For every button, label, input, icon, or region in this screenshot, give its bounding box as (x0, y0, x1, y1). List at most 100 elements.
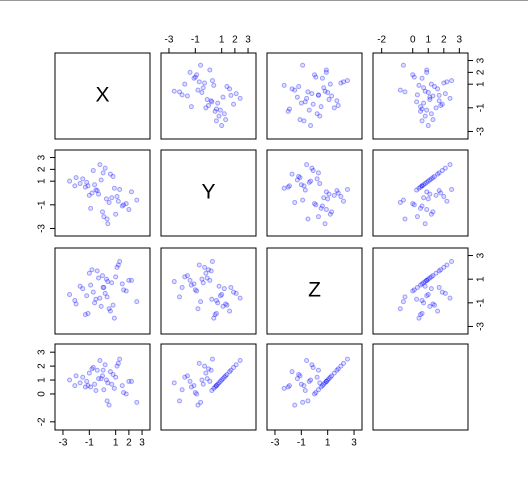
point (424, 189, 430, 195)
y-tick-label: 0 (37, 391, 48, 397)
point (317, 113, 323, 119)
point (92, 381, 98, 387)
point (292, 199, 298, 205)
point (321, 85, 327, 91)
point (315, 387, 321, 393)
point (335, 190, 341, 196)
point (203, 270, 209, 276)
point (304, 162, 310, 168)
point (105, 380, 111, 386)
y-tick-label: -1 (37, 200, 48, 209)
point (322, 380, 328, 386)
x-tick-label: -1 (85, 438, 94, 449)
point (422, 88, 428, 94)
point (237, 95, 243, 101)
point (334, 367, 340, 373)
point (325, 89, 331, 95)
diagonal-label: Y (201, 181, 215, 204)
point (223, 117, 229, 123)
panel (266, 52, 363, 140)
point (171, 279, 177, 285)
point (424, 293, 430, 299)
point (98, 177, 104, 183)
point (228, 92, 234, 98)
point (233, 290, 239, 296)
point (188, 282, 194, 288)
x-tick-label: 3 (351, 438, 357, 449)
point (444, 198, 450, 204)
point (323, 69, 329, 75)
point (224, 371, 230, 377)
point (338, 363, 344, 369)
point (212, 384, 218, 390)
point (323, 67, 329, 73)
point (211, 82, 217, 88)
point (334, 188, 340, 194)
point (344, 78, 350, 84)
point (220, 303, 226, 309)
point (196, 360, 202, 366)
point (102, 362, 108, 368)
point (421, 300, 427, 306)
y-tick-label: 2 (37, 363, 48, 369)
point (86, 270, 92, 276)
y-tick-label: 3 (37, 349, 48, 355)
point (310, 365, 316, 370)
y-tick-label: 1 (37, 377, 48, 383)
point (418, 312, 423, 318)
point (438, 102, 444, 108)
point (322, 221, 328, 227)
point (428, 81, 434, 87)
point (231, 289, 237, 295)
point (104, 216, 110, 222)
point (97, 358, 103, 364)
point (101, 387, 107, 393)
point (195, 87, 201, 93)
point (309, 362, 315, 368)
point (428, 111, 434, 117)
point (216, 283, 222, 289)
point (233, 91, 239, 97)
point (327, 211, 333, 217)
point (107, 171, 113, 177)
point (292, 87, 298, 93)
point (100, 209, 105, 215)
point (117, 356, 123, 362)
x-tick-label: -3 (271, 438, 280, 449)
point (86, 192, 92, 198)
point (123, 391, 129, 397)
panel (372, 149, 469, 237)
point (114, 194, 120, 200)
point (115, 262, 121, 268)
point (221, 286, 227, 292)
point (444, 79, 450, 85)
point (344, 356, 350, 362)
point (433, 270, 439, 276)
point (341, 79, 346, 85)
point (97, 162, 103, 168)
point (424, 67, 430, 73)
point (310, 101, 316, 107)
point (436, 170, 442, 176)
point (119, 383, 125, 389)
point (313, 202, 319, 208)
point (203, 370, 209, 376)
point (428, 274, 434, 280)
point (442, 91, 448, 97)
point (233, 362, 239, 368)
point (207, 277, 213, 283)
point (308, 178, 314, 184)
point (431, 302, 437, 308)
point (203, 105, 209, 111)
point (281, 385, 287, 391)
point (433, 192, 439, 198)
point (296, 371, 302, 377)
point (297, 117, 303, 123)
y-tick-label: -2 (37, 417, 48, 426)
point (312, 72, 317, 78)
point (110, 371, 116, 377)
point (309, 165, 315, 171)
point (115, 198, 121, 204)
point (129, 277, 134, 283)
point (331, 105, 337, 111)
